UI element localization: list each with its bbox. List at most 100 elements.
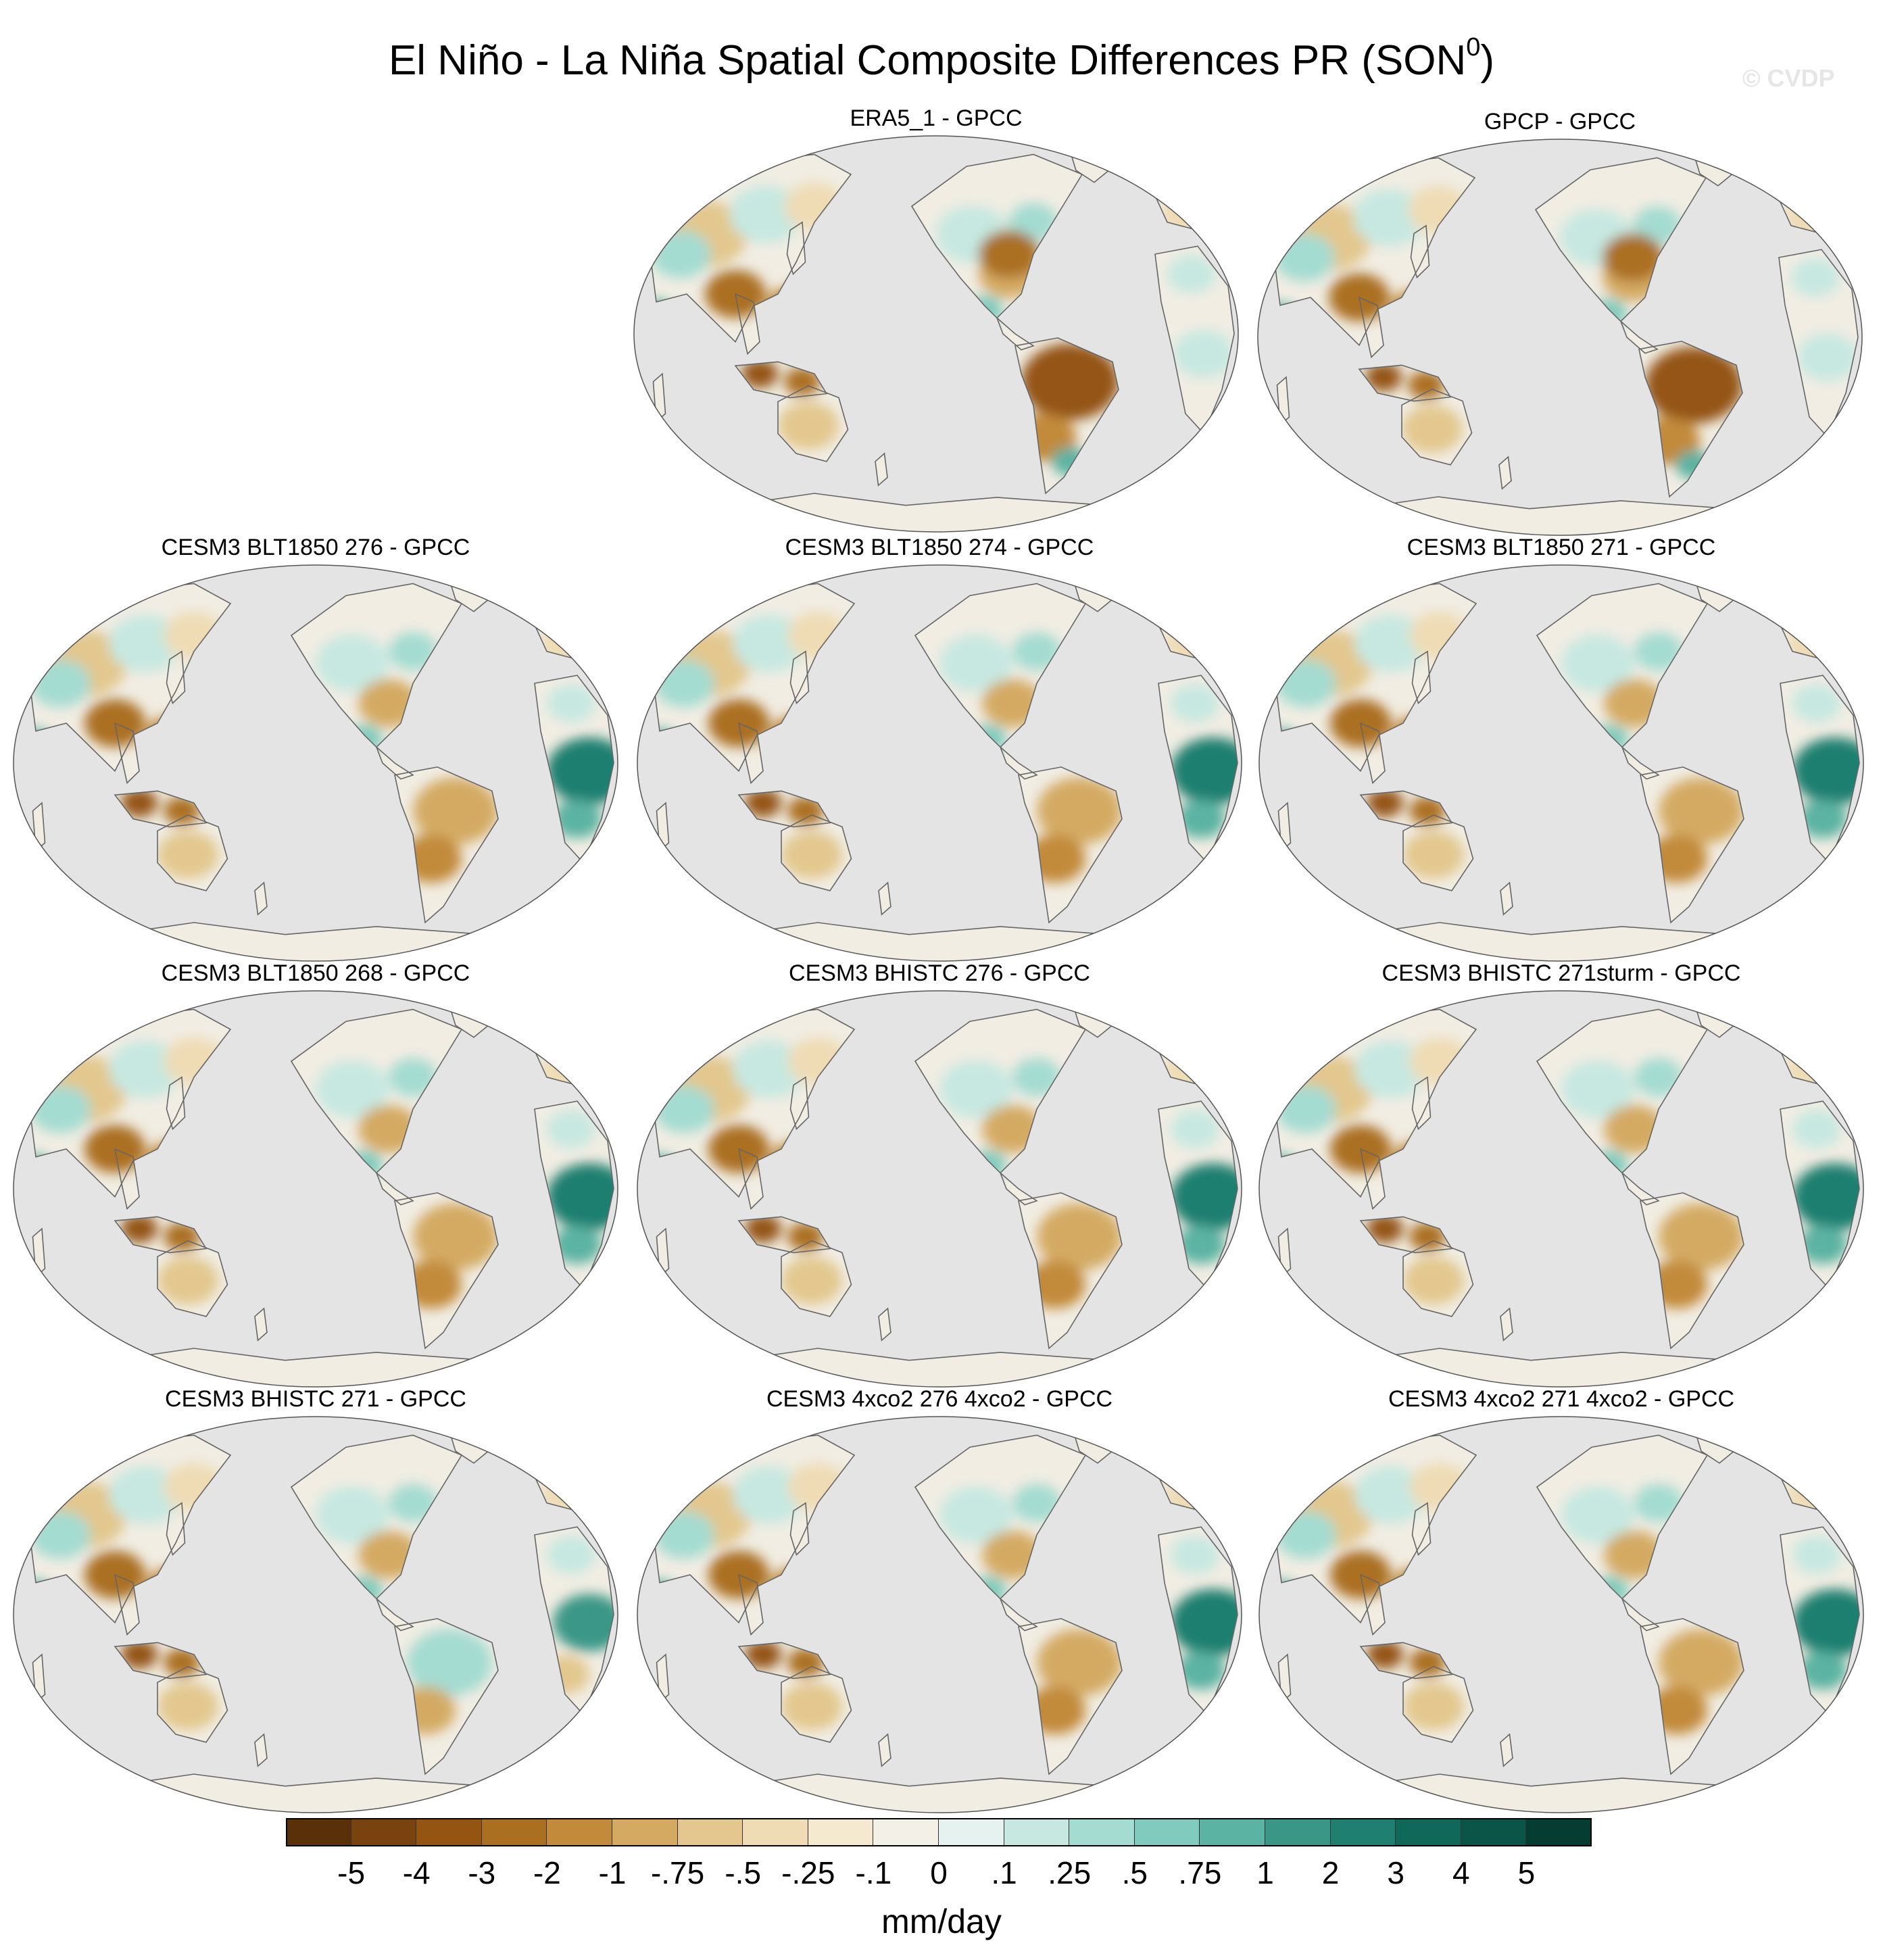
cvdp-watermark: © CVDP	[1742, 64, 1835, 92]
coastline-africa	[1780, 1100, 1860, 1290]
coastline-maritime	[737, 790, 831, 828]
anomaly-region	[733, 1040, 806, 1098]
coastline-camerica	[996, 317, 1035, 351]
colorbar-frame	[286, 1818, 1592, 1846]
anomaly-region	[389, 632, 437, 671]
coastline-indochina	[1359, 1148, 1386, 1210]
map-panel: CESM3 4xco2 276 4xco2 - GPCC	[635, 1386, 1244, 1818]
colorbar-units: mm/day	[881, 1903, 1002, 1940]
anomaly-region	[1177, 1651, 1225, 1690]
coastline-samerica	[394, 1192, 499, 1350]
anomaly-region	[1633, 206, 1682, 245]
anomaly-region	[741, 359, 778, 389]
colorbar: -5 -4 -3 -2 -1 -.75 -.5 -.25 -.1 0 .1 .25 .5 .75 1 2 3 4 5…	[0, 1818, 1883, 1960]
colorbar-box	[677, 1818, 743, 1846]
coastline-nz	[1500, 1733, 1513, 1767]
coastline-nz	[254, 881, 268, 916]
coastline-camerica	[1621, 746, 1660, 780]
anomaly-region	[733, 614, 806, 672]
map-panel: ERA5_1 - GPCC	[632, 105, 1240, 537]
coastline-japan	[166, 650, 186, 704]
coastline-africa	[534, 1526, 614, 1715]
anomaly-region	[1403, 831, 1464, 879]
anomaly-region	[784, 367, 821, 397]
coastline-namerica	[290, 1008, 463, 1174]
coastline-japan	[1411, 650, 1432, 704]
coastline-nz	[1498, 456, 1512, 490]
map-border	[1257, 139, 1863, 536]
anomaly-region	[745, 1214, 781, 1244]
coastline-japan	[1410, 224, 1430, 278]
coastline-maritime	[114, 790, 207, 828]
map-border	[13, 564, 618, 962]
panel-title: GPCP - GPCC	[1484, 109, 1636, 134]
anomaly-region	[1367, 788, 1403, 818]
anomaly-region	[1634, 1484, 1683, 1523]
coastline-japan	[789, 1502, 810, 1556]
map-border	[637, 564, 1242, 962]
coastline-indochina	[737, 722, 764, 785]
coastline-nz	[254, 1307, 268, 1342]
coastline-australia	[1402, 814, 1474, 891]
anomaly-region	[1659, 777, 1744, 845]
coastline-japan	[789, 1076, 810, 1130]
anomaly-region	[547, 1536, 595, 1574]
colorbar-tick-label: 3	[1387, 1855, 1404, 1890]
coastline-nz	[1500, 1307, 1513, 1342]
coastline-japan	[166, 1502, 186, 1556]
world-map	[637, 1416, 1242, 1813]
coastline-nz	[254, 1733, 268, 1767]
anomaly-region	[1354, 1040, 1427, 1098]
anomaly-region	[939, 1486, 1012, 1544]
anomaly-region	[109, 1466, 182, 1524]
colorbar-tick-label: -4	[402, 1855, 431, 1890]
coastline-maritime	[1358, 364, 1452, 402]
coastline-indochina	[1359, 722, 1386, 785]
coastline-japan	[786, 221, 806, 275]
anomaly-region	[553, 800, 602, 838]
coastline-namerica	[910, 153, 1083, 319]
anomaly-region	[164, 796, 200, 826]
coastline-australia	[781, 1665, 852, 1743]
coastline-africa	[1158, 675, 1238, 864]
colorbar-box	[1200, 1818, 1265, 1846]
anomaly-region	[1409, 796, 1446, 826]
anomaly-region	[745, 1640, 781, 1669]
coastline-samerica	[1638, 341, 1743, 498]
coastline-australia	[777, 385, 849, 462]
map-panel: CESM3 BLT1850 268 - GPCC	[11, 960, 620, 1392]
anomaly-region	[729, 185, 802, 243]
world-map	[1258, 1416, 1864, 1813]
world-map	[13, 990, 618, 1388]
anomaly-region	[745, 788, 781, 818]
anomaly-region	[1799, 1651, 1847, 1690]
colorbar-tick-label: -.5	[725, 1855, 762, 1890]
colorbar-tick-label: 5	[1517, 1855, 1536, 1890]
colorbar-tick-label: -.1	[855, 1855, 892, 1890]
anomaly-region	[1177, 1225, 1225, 1264]
coastline-australia	[781, 1240, 852, 1317]
coastline-nz	[878, 1307, 891, 1342]
anomaly-region	[787, 1648, 824, 1677]
coastline-namerica	[290, 583, 463, 748]
colorbar-box	[612, 1818, 678, 1846]
panel-title: CESM3 4xco2 276 4xco2 - GPCC	[766, 1386, 1113, 1412]
coastline-indochina	[737, 1148, 764, 1210]
coastline-camerica	[1620, 320, 1659, 354]
coastline-indochina	[1358, 296, 1384, 359]
anomaly-region	[1365, 362, 1402, 392]
anomaly-region	[1012, 1058, 1061, 1097]
coastline-africa	[1780, 1526, 1860, 1715]
coastline-japan	[166, 1076, 186, 1130]
coastline-camerica	[376, 1172, 414, 1206]
anomaly-region	[109, 614, 182, 672]
coastline-australia	[781, 814, 852, 891]
coastline-namerica	[1536, 1008, 1709, 1174]
anomaly-region	[781, 1682, 842, 1731]
colorbar-box	[939, 1818, 1004, 1846]
panel-title: CESM3 BLT1850 274 - GPCC	[785, 535, 1094, 560]
coastline-namerica	[914, 583, 1087, 748]
coastline-africa	[1778, 249, 1859, 438]
coastline-africa	[1780, 675, 1860, 864]
anomaly-region	[781, 831, 842, 879]
